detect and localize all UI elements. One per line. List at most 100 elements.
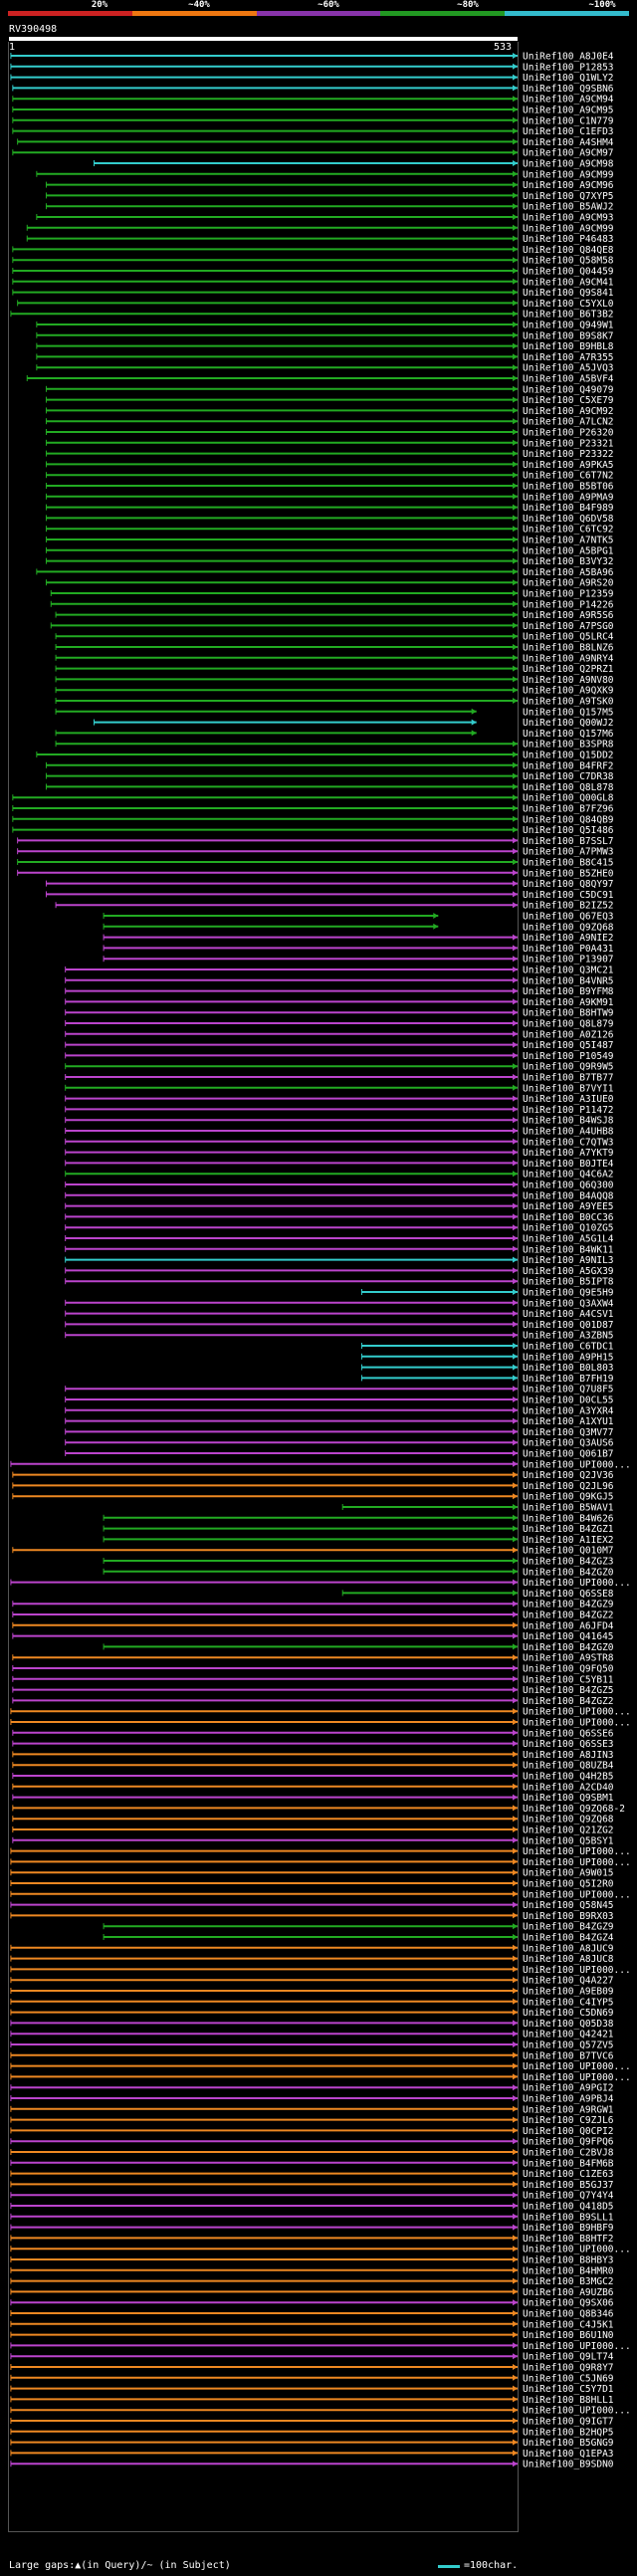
hit-row[interactable]: UniRef100_A8JUC8 — [10, 1954, 614, 1965]
hit-label[interactable]: UniRef100_UPI000... — [523, 2072, 631, 2083]
hit-row[interactable]: UniRef100_A9CM93 — [36, 213, 614, 224]
hit-row[interactable]: UniRef100_A5G1L4 — [65, 1234, 614, 1245]
hit-row[interactable]: UniRef100_Q9KGJ5 — [12, 1492, 614, 1503]
hit-label[interactable]: UniRef100_B8HLL1 — [523, 2395, 614, 2406]
hit-label[interactable]: UniRef100_A7NTK5 — [523, 536, 614, 546]
hit-label[interactable]: UniRef100_UPI000... — [523, 2245, 631, 2255]
hit-label[interactable]: UniRef100_A5JVQ3 — [523, 363, 614, 374]
hit-label[interactable]: UniRef100_B7FH19 — [523, 1374, 614, 1385]
hit-row[interactable]: UniRef100_C1N779 — [12, 115, 614, 126]
hit-row[interactable]: UniRef100_B7SSL7 — [17, 836, 614, 847]
hit-label[interactable]: UniRef100_Q84QE8 — [523, 245, 614, 256]
hit-row[interactable]: UniRef100_B8LNZ6 — [55, 643, 614, 654]
hit-row[interactable]: UniRef100_Q9ZQ68-2 — [12, 1804, 625, 1815]
hit-row[interactable]: UniRef100_P12853 — [10, 62, 614, 73]
hit-row[interactable]: UniRef100_Q8L878 — [45, 782, 614, 793]
hit-label[interactable]: UniRef100_B9SDN0 — [523, 2460, 614, 2470]
hit-label[interactable]: UniRef100_A5BA96 — [523, 567, 614, 578]
hit-row[interactable]: UniRef100_A9RGW1 — [10, 2104, 614, 2115]
hit-row[interactable]: UniRef100_Q6SSE6 — [12, 1728, 614, 1739]
hit-row[interactable]: UniRef100_A9NRY4 — [55, 653, 614, 664]
hit-label[interactable]: UniRef100_Q9SBM1 — [523, 1793, 614, 1804]
hit-row[interactable]: UniRef100_UPI000... — [10, 2406, 631, 2417]
hit-label[interactable]: UniRef100_Q061B7 — [523, 1449, 614, 1460]
hit-row[interactable]: UniRef100_A9RS20 — [45, 578, 614, 589]
hit-row[interactable]: UniRef100_Q7XYP5 — [45, 191, 614, 202]
hit-label[interactable]: UniRef100_A9EB09 — [523, 1987, 614, 1998]
hit-label[interactable]: UniRef100_A3IUE0 — [523, 1094, 614, 1105]
hit-label[interactable]: UniRef100_Q7Y4Y4 — [523, 2191, 614, 2202]
hit-label[interactable]: UniRef100_Q157M6 — [523, 729, 614, 740]
hit-label[interactable]: UniRef100_Q3AUS6 — [523, 1438, 614, 1449]
hit-row[interactable]: UniRef100_A5BA96 — [36, 567, 614, 578]
hit-label[interactable]: UniRef100_A9CM99 — [523, 223, 614, 234]
hit-label[interactable]: UniRef100_Q4H2B5 — [523, 1772, 614, 1783]
hit-row[interactable]: UniRef100_B5ZHE0 — [17, 868, 614, 879]
hit-label[interactable]: UniRef100_A9NIL3 — [523, 1255, 614, 1266]
hit-row[interactable]: UniRef100_B7TB77 — [65, 1073, 614, 1084]
hit-row[interactable]: UniRef100_Q9R8Y7 — [10, 2363, 614, 2374]
hit-label[interactable]: UniRef100_Q157M5 — [523, 707, 614, 718]
hit-label[interactable]: UniRef100_A3ZBN5 — [523, 1331, 614, 1342]
hit-row[interactable]: UniRef100_Q05D38 — [10, 2019, 614, 2030]
hit-row[interactable]: UniRef100_B4ZGZ0 — [103, 1642, 614, 1653]
hit-row[interactable]: UniRef100_C5DC91 — [45, 890, 614, 901]
hit-label[interactable]: UniRef100_B4ZGZ9 — [523, 1600, 614, 1610]
hit-label[interactable]: UniRef100_B5ZHE0 — [523, 868, 614, 879]
hit-label[interactable]: UniRef100_A5BVF4 — [523, 374, 614, 385]
hit-label[interactable]: UniRef100_Q49079 — [523, 384, 614, 395]
hit-label[interactable]: UniRef100_C5XE79 — [523, 395, 614, 406]
hit-row[interactable]: UniRef100_A9CM94 — [12, 95, 614, 106]
hit-label[interactable]: UniRef100_Q7XYP5 — [523, 191, 614, 202]
hit-label[interactable]: UniRef100_UPI000... — [523, 1889, 631, 1900]
hit-row[interactable]: UniRef100_B8HTW9 — [65, 1008, 614, 1019]
hit-row[interactable]: UniRef100_A8JUC9 — [10, 1943, 614, 1954]
hit-row[interactable]: UniRef100_P11472 — [65, 1105, 614, 1116]
hit-label[interactable]: UniRef100_B4WSJ8 — [523, 1116, 614, 1127]
hit-row[interactable]: UniRef100_Q10ZG5 — [65, 1223, 614, 1234]
hit-row[interactable]: UniRef100_UPI000... — [10, 1965, 631, 1976]
hit-row[interactable]: UniRef100_Q9FQ50 — [12, 1664, 614, 1675]
hit-label[interactable]: UniRef100_Q5BSY1 — [523, 1835, 614, 1846]
hit-row[interactable]: UniRef100_Q2JL96 — [12, 1481, 614, 1492]
hit-label[interactable]: UniRef100_Q9ZQ68 — [523, 922, 614, 933]
hit-label[interactable]: UniRef100_B4ZGZ3 — [523, 1557, 614, 1568]
hit-label[interactable]: UniRef100_Q10ZG5 — [523, 1223, 614, 1234]
hit-label[interactable]: UniRef100_B4ZGZ4 — [523, 1933, 614, 1944]
hit-row[interactable]: UniRef100_Q42421 — [10, 2030, 614, 2040]
hit-row[interactable]: UniRef100_B5WAV1 — [341, 1503, 614, 1514]
hit-row[interactable]: UniRef100_A4SHM4 — [17, 137, 614, 148]
hit-row[interactable]: UniRef100_A5JVQ3 — [36, 363, 614, 374]
hit-label[interactable]: UniRef100_A9CM93 — [523, 213, 614, 224]
hit-row[interactable]: UniRef100_Q061B7 — [65, 1449, 614, 1460]
hit-row[interactable]: UniRef100_A9QXK9 — [55, 686, 614, 697]
hit-row[interactable]: UniRef100_Q1EPA3 — [10, 2449, 614, 2460]
hit-label[interactable]: UniRef100_UPI000... — [523, 1965, 631, 1976]
hit-label[interactable]: UniRef100_Q7U8F5 — [523, 1385, 614, 1395]
hit-label[interactable]: UniRef100_A5G1L4 — [523, 1234, 614, 1245]
hit-label[interactable]: UniRef100_Q41645 — [523, 1631, 614, 1642]
hit-row[interactable]: UniRef100_Q9SX06 — [10, 2298, 614, 2309]
hit-label[interactable]: UniRef100_A9RGW1 — [523, 2104, 614, 2115]
hit-row[interactable]: UniRef100_A7PMW3 — [17, 847, 614, 858]
hit-label[interactable]: UniRef100_B8HBY3 — [523, 2255, 614, 2266]
hit-label[interactable]: UniRef100_B5IPT8 — [523, 1277, 614, 1288]
hit-label[interactable]: UniRef100_Q6Q300 — [523, 1181, 614, 1191]
hit-row[interactable]: UniRef100_Q3MC21 — [65, 966, 614, 976]
hit-label[interactable]: UniRef100_A9RS20 — [523, 578, 614, 589]
hit-row[interactable]: UniRef100_Q9E5H9 — [360, 1288, 614, 1299]
hit-label[interactable]: UniRef100_A9CM98 — [523, 159, 614, 170]
hit-label[interactable]: UniRef100_Q5I487 — [523, 1040, 614, 1051]
hit-row[interactable]: UniRef100_B0CC36 — [65, 1212, 614, 1223]
hit-label[interactable]: UniRef100_C5YB11 — [523, 1674, 614, 1685]
hit-row[interactable]: UniRef100_A3ZBN5 — [65, 1331, 614, 1342]
hit-label[interactable]: UniRef100_Q2JL96 — [523, 1481, 614, 1492]
hit-label[interactable]: UniRef100_P13907 — [523, 955, 614, 966]
hit-label[interactable]: UniRef100_B9YFM8 — [523, 986, 614, 997]
hit-label[interactable]: UniRef100_C2BVJ8 — [523, 2148, 614, 2159]
hit-row[interactable]: UniRef100_A9CM95 — [12, 106, 614, 116]
hit-label[interactable]: UniRef100_Q2PRZ1 — [523, 664, 614, 675]
hit-row[interactable]: UniRef100_Q9R9W5 — [65, 1062, 614, 1073]
hit-label[interactable]: UniRef100_C5DN69 — [523, 2008, 614, 2019]
hit-label[interactable]: UniRef100_P12853 — [523, 62, 614, 73]
